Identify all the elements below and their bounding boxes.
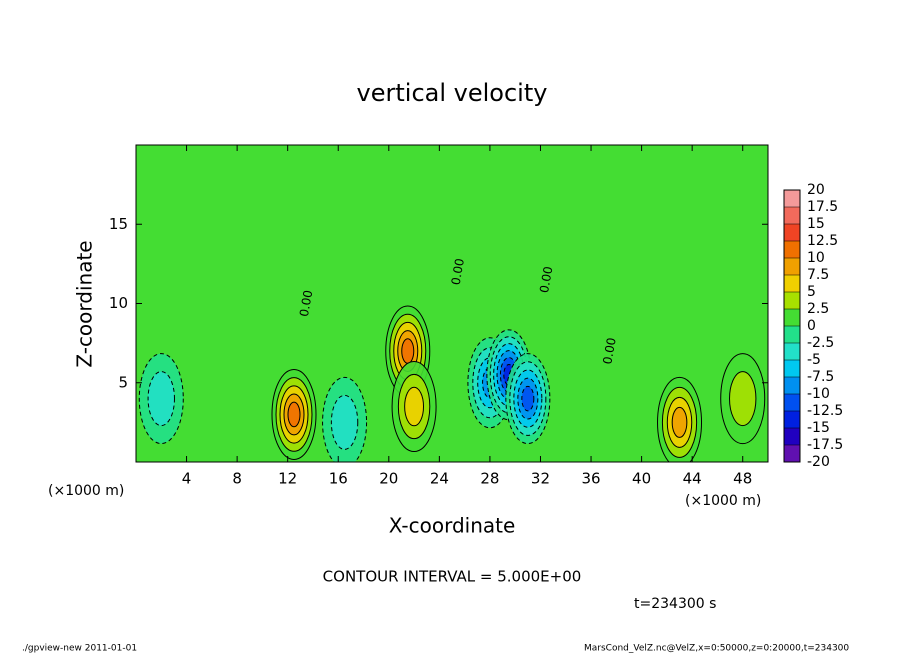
contour-fill — [729, 371, 757, 427]
colorbar-label: 15 — [807, 216, 825, 232]
contour-fill — [401, 338, 415, 364]
colorbar-label: -2.5 — [807, 335, 834, 351]
x-tick-label: 20 — [379, 470, 398, 488]
colorbar-label: 10 — [807, 250, 825, 266]
colorbar-label: 5 — [807, 284, 816, 300]
x-tick-label: 36 — [581, 470, 600, 488]
y-axis-label: Z-coordinate — [73, 240, 97, 367]
contour-label: 0.00 — [600, 337, 618, 366]
colorbar-swatch — [784, 377, 800, 394]
x-tick-label: 44 — [683, 470, 702, 488]
colorbar-swatch — [784, 207, 800, 224]
colorbar-label: -12.5 — [807, 403, 843, 419]
field: 0.00 0.00 0.00 0.00 — [136, 145, 768, 462]
x-unit: (×1000 m) — [48, 483, 124, 499]
colorbar-label: 17.5 — [807, 199, 838, 215]
colorbar-swatch — [784, 394, 800, 411]
colorbar-label: -17.5 — [807, 437, 843, 453]
colorbar-label: 0 — [807, 318, 816, 334]
colorbar-swatch — [784, 428, 800, 445]
x-tick-label: 40 — [632, 470, 651, 488]
footer-right: MarsCond_VelZ.nc@VelZ,x=0:50000,z=0:2000… — [584, 644, 849, 654]
x-tick-label: 4 — [182, 470, 192, 488]
y-tick-label: 15 — [109, 215, 128, 233]
contour-fill — [404, 386, 425, 427]
colorbar-swatch — [784, 360, 800, 377]
colorbar-label: 7.5 — [807, 267, 829, 283]
colorbar-swatch — [784, 343, 800, 360]
x-tick-label: 12 — [278, 470, 297, 488]
colorbar-label: -10 — [807, 386, 830, 402]
colorbar-swatch — [784, 326, 800, 343]
colorbar-label: 12.5 — [807, 233, 838, 249]
colorbar-swatch — [784, 224, 800, 241]
contour-label: 0.00 — [537, 265, 555, 294]
y-tick-label: 5 — [118, 373, 128, 391]
x-tick-label: 28 — [480, 470, 499, 488]
x-tick-label: 24 — [430, 470, 449, 488]
chart-title: vertical velocity — [357, 79, 548, 107]
contour-fill — [671, 406, 688, 438]
colorbar-label: 2.5 — [807, 301, 829, 317]
x-tick-label: 48 — [733, 470, 752, 488]
colorbar-label: -5 — [807, 352, 821, 368]
x-tick-label: 32 — [531, 470, 550, 488]
colorbar-swatch — [784, 445, 800, 462]
contour-interval: CONTOUR INTERVAL = 5.000E+00 — [323, 568, 582, 586]
colorbar-swatch — [784, 309, 800, 326]
colorbar-swatch — [784, 190, 800, 207]
contour-fill — [330, 394, 359, 450]
time-label: t=234300 s — [634, 596, 716, 612]
x-tick-label: 8 — [232, 470, 242, 488]
contour-fill — [287, 401, 301, 428]
colorbar-swatch — [784, 241, 800, 258]
colorbar-label: 20 — [807, 182, 825, 198]
x-axis-label: X-coordinate — [389, 514, 516, 538]
contour-fill — [521, 385, 535, 412]
y-tick-label: 10 — [109, 294, 128, 312]
colorbar-swatch — [784, 292, 800, 309]
colorbar-swatch — [784, 275, 800, 292]
contour-fill — [147, 371, 175, 427]
footer-left: ./gpview-new 2011-01-01 — [22, 644, 137, 654]
colorbar-swatch — [784, 411, 800, 428]
colorbar-label: -15 — [807, 420, 830, 436]
contour-label: 0.00 — [449, 257, 467, 286]
x-tick-label: 16 — [329, 470, 348, 488]
colorbar-swatch — [784, 258, 800, 275]
contour-label: 0.00 — [297, 289, 315, 318]
x-unit: (×1000 m) — [685, 493, 761, 509]
colorbar-label: -7.5 — [807, 369, 834, 385]
colorbar-label: -20 — [807, 454, 830, 470]
